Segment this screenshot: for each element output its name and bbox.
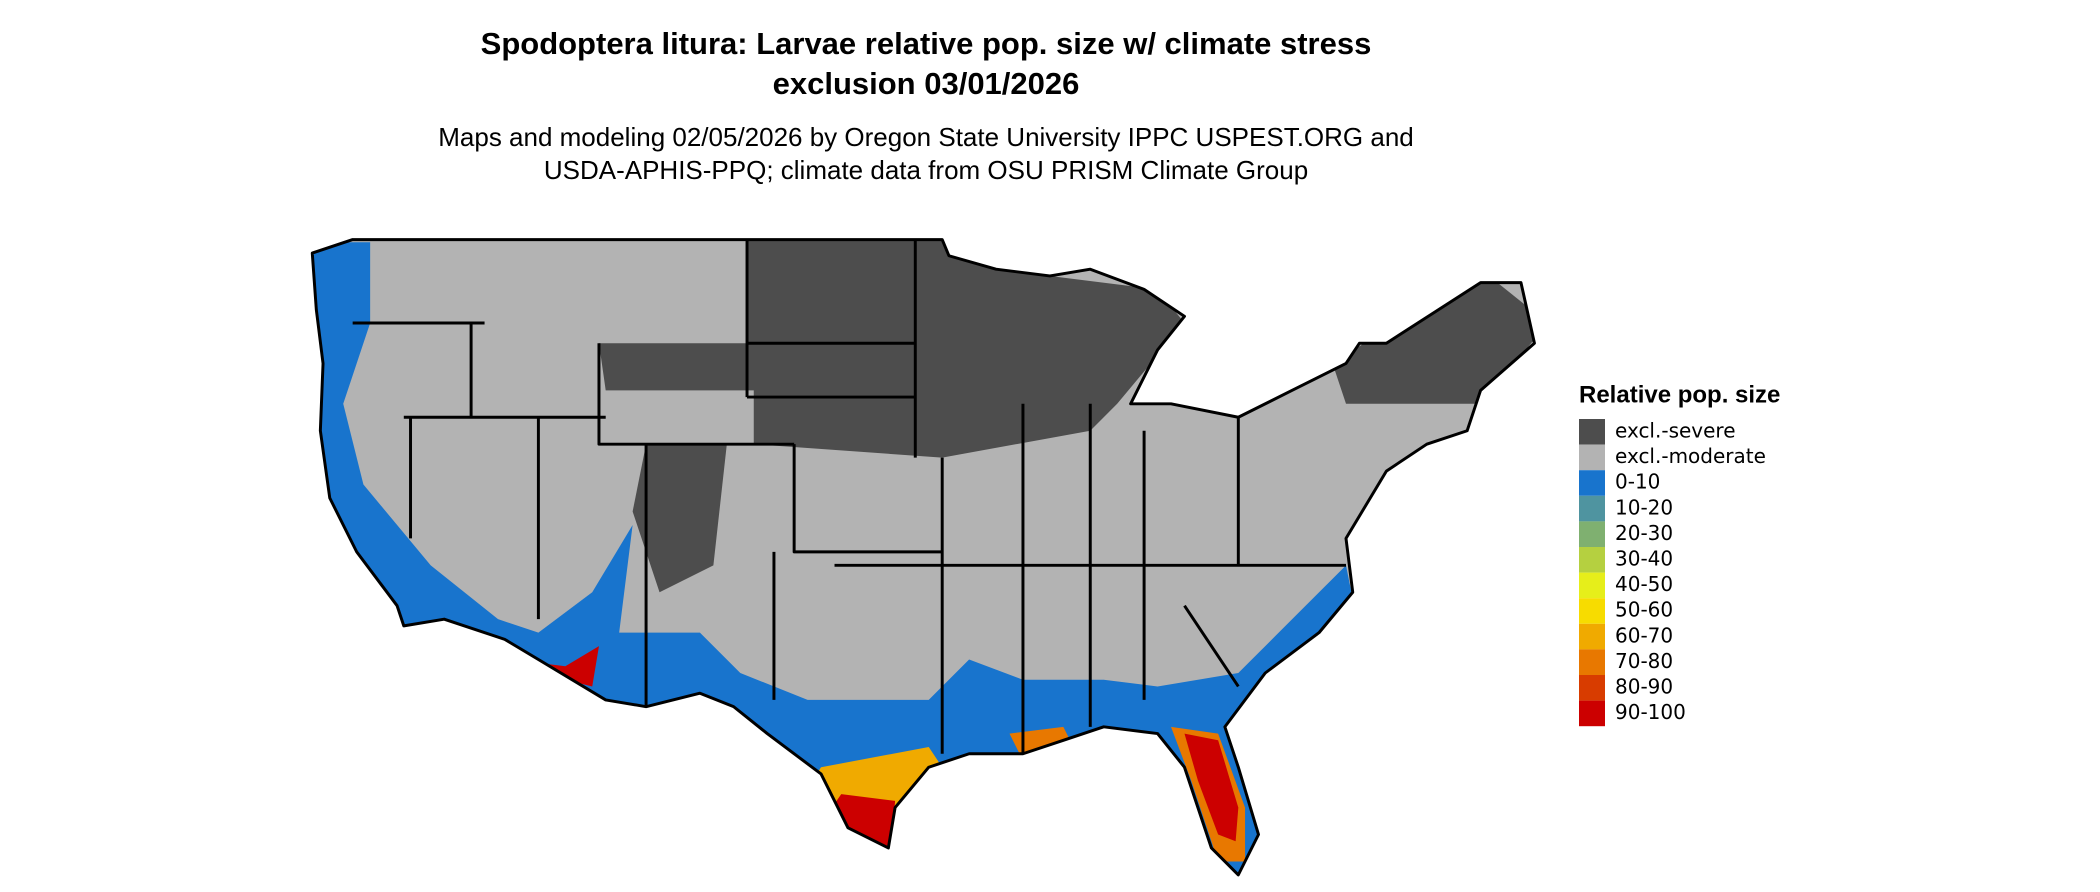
low-region — [312, 242, 1360, 875]
severe-region — [598, 239, 1185, 458]
legend-swatch — [1579, 444, 1605, 471]
legend-swatch — [1579, 547, 1605, 573]
legend-swatch — [1579, 649, 1605, 675]
map-subtitle: USDA-APHIS-PPQ; climate data from OSU PR… — [544, 155, 1308, 185]
legend: excl.-severeexcl.-moderate0-1010-2020-30… — [1579, 419, 1766, 727]
hot-region — [831, 794, 896, 855]
legend-swatch — [1579, 700, 1605, 727]
legend-swatch — [1579, 419, 1605, 445]
us-map — [310, 238, 1536, 877]
hot-region — [1184, 733, 1239, 842]
legend-label: excl.-severe — [1615, 419, 1736, 443]
severe-region — [632, 444, 727, 593]
legend-swatch — [1579, 521, 1605, 547]
legend-label: 60-70 — [1615, 623, 1673, 647]
severe-region — [1332, 269, 1535, 404]
legend-label: excl.-moderate — [1615, 444, 1766, 468]
legend-label: 70-80 — [1615, 649, 1673, 673]
legend-swatch — [1579, 470, 1605, 496]
legend-label: 0-10 — [1615, 470, 1660, 494]
legend-swatch — [1579, 623, 1605, 650]
legend-swatch — [1579, 495, 1605, 522]
state-borders — [352, 239, 1346, 754]
legend-label: 80-90 — [1615, 675, 1673, 699]
legend-label: 40-50 — [1615, 572, 1673, 596]
map-subtitle: Maps and modeling 02/05/2026 by Oregon S… — [438, 122, 1414, 152]
map-title: Spodoptera litura: Larvae relative pop. … — [481, 26, 1372, 61]
legend-swatch — [1579, 598, 1605, 624]
legend-swatch — [1579, 572, 1605, 599]
legend-swatch — [1579, 675, 1605, 701]
legend-title: Relative pop. size — [1579, 381, 1780, 408]
map-fill — [312, 239, 1535, 875]
legend-label: 10-20 — [1615, 495, 1673, 519]
legend-label: 30-40 — [1615, 547, 1673, 571]
legend-label: 90-100 — [1615, 700, 1686, 724]
legend-label: 20-30 — [1615, 521, 1673, 545]
legend-label: 50-60 — [1615, 598, 1673, 622]
map-title: exclusion 03/01/2026 — [773, 66, 1080, 101]
